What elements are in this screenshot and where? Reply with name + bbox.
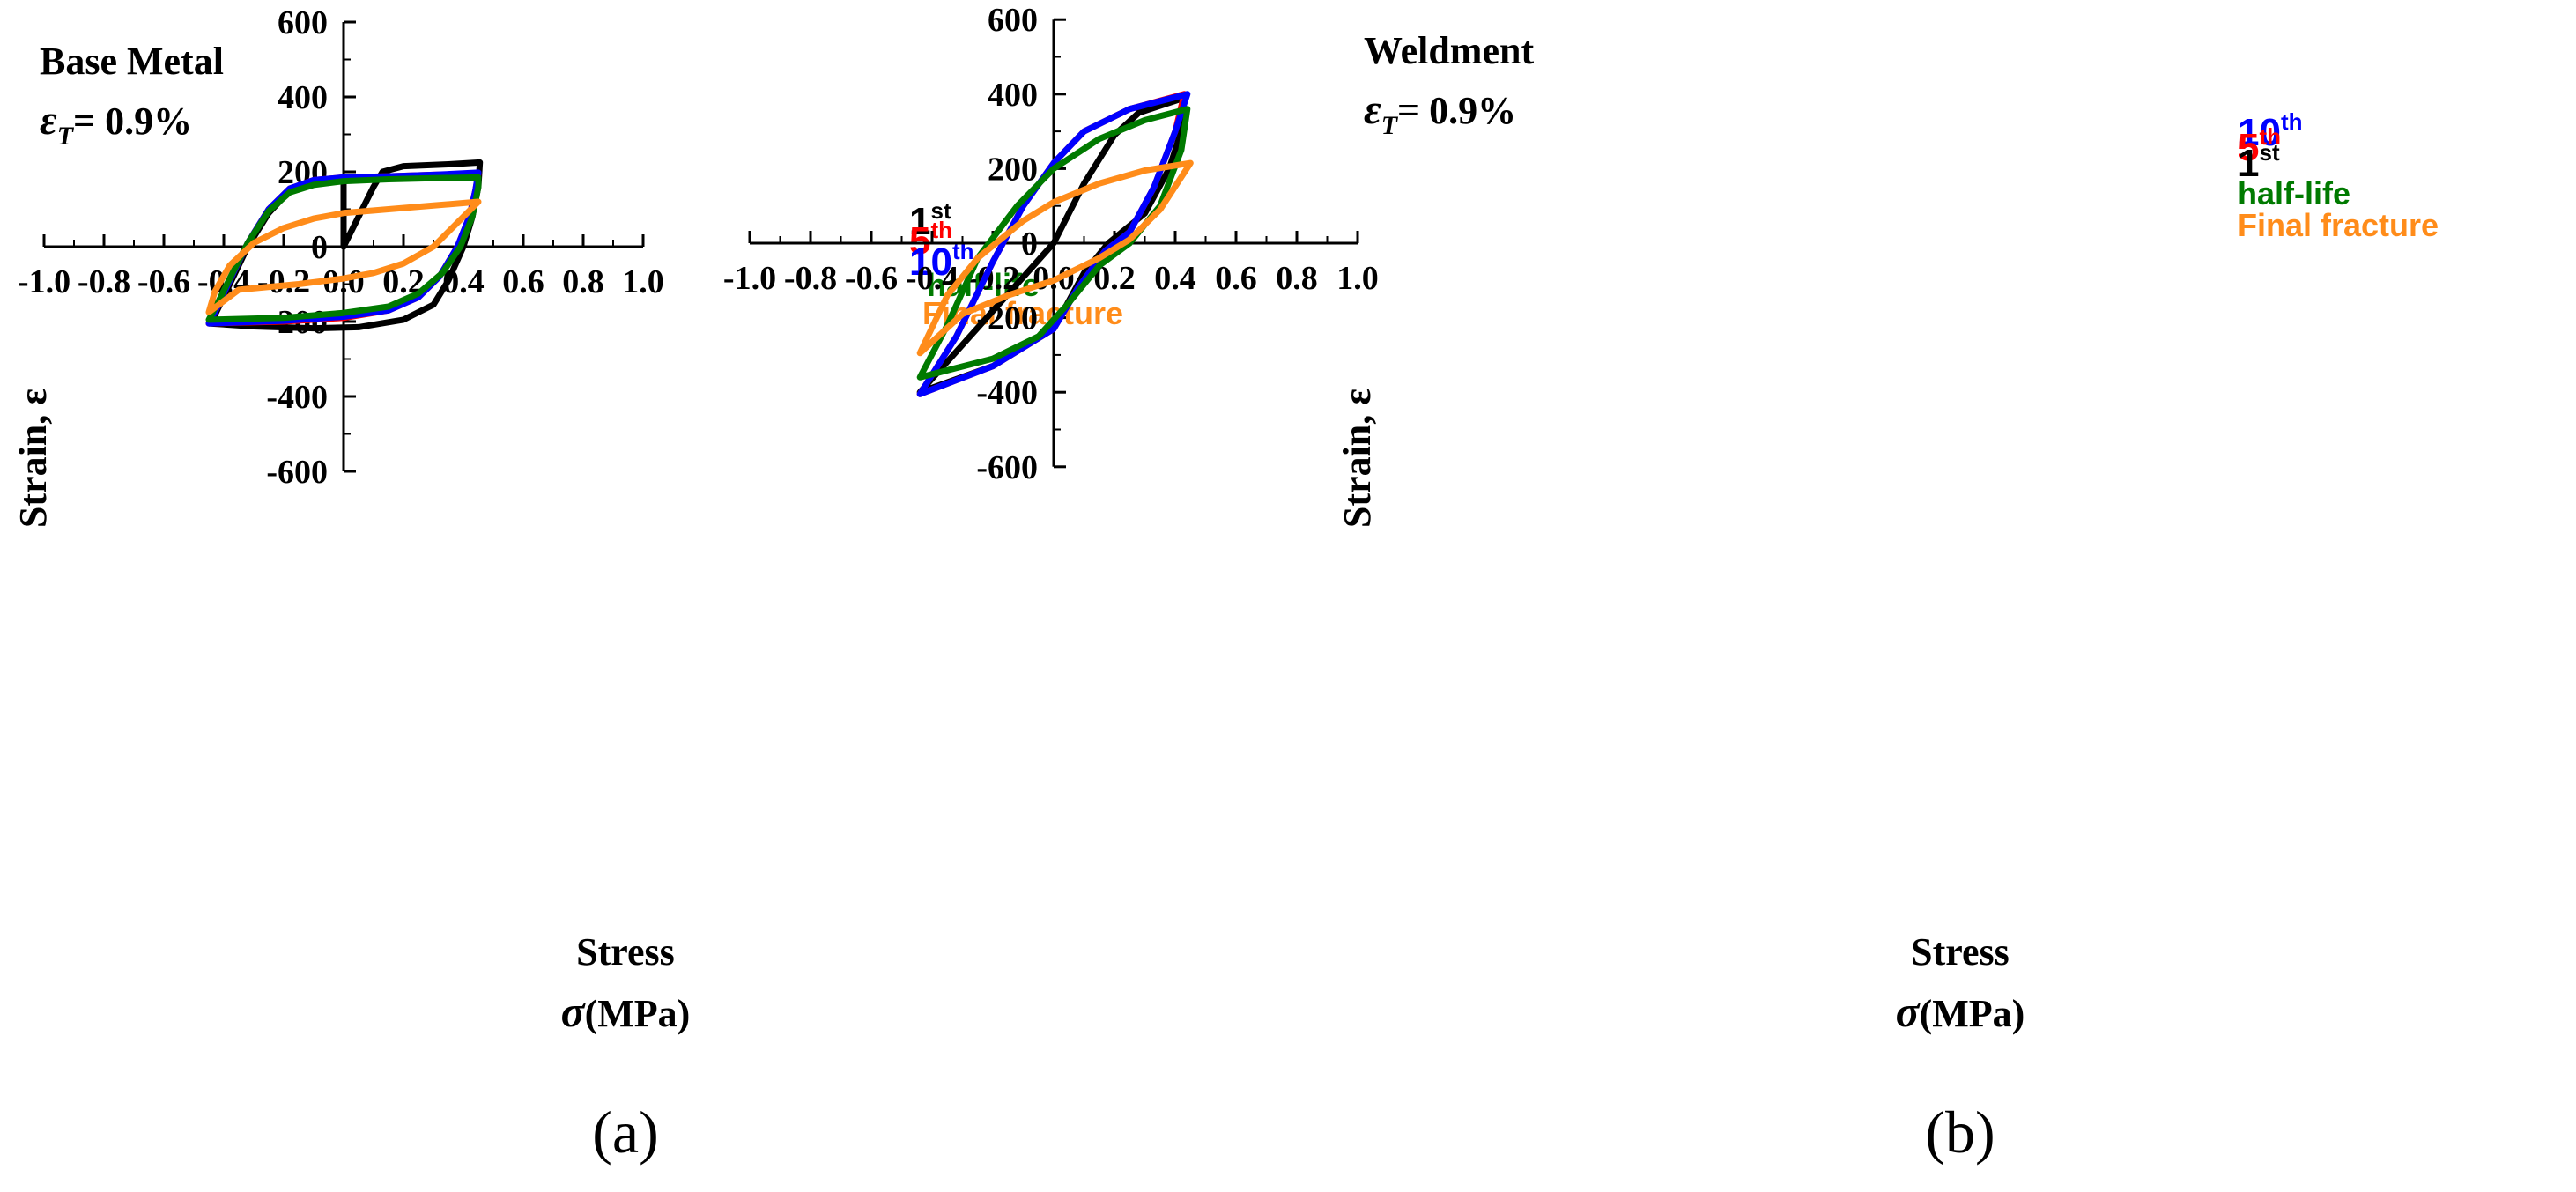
x-axis-symbol-a: σ <box>561 987 587 1036</box>
x-axis-unit-a: σ(MPa) <box>561 987 691 1036</box>
x-tick-label-a: -0.8 <box>78 263 130 300</box>
x-axis-label-a: Stress <box>576 930 675 974</box>
y-tick-label-a: -600 <box>266 454 328 491</box>
legend-label-1st-a: 1st <box>909 197 951 243</box>
legend-label-5th-b: 5th <box>2238 123 2281 169</box>
panel-title-b: Weldment <box>1364 29 1534 72</box>
x-tick-label-a: 1.0 <box>622 263 664 300</box>
panel-letter-a: (a) <box>592 1099 658 1166</box>
legend-label-half-life-b: half-life <box>2238 175 2350 211</box>
legend-label-final-fracture-b: Final fracture <box>2238 207 2439 243</box>
series-group-a <box>205 159 484 332</box>
x-axis-symbol-b: σ <box>1896 987 1921 1036</box>
x-tick-label-b: 0.6 <box>1215 260 1257 297</box>
y-tick-label-a: -400 <box>266 379 328 416</box>
x-tick-label-b: 0.8 <box>1276 260 1318 297</box>
x-tick-label-a: 0.8 <box>562 263 604 300</box>
x-tick-label-a: 0.6 <box>502 263 544 300</box>
strain-value-a: = 0.9% <box>73 100 192 143</box>
y-tick-label-b: 600 <box>988 2 1038 39</box>
strain-value-b: = 0.9% <box>1397 89 1516 132</box>
strain-symbol-b: ε <box>1364 86 1381 133</box>
panel-letter-b: (b) <box>1925 1099 1995 1166</box>
y-tick-label-a: 0 <box>311 229 328 266</box>
y-tick-label-a: 600 <box>278 4 328 41</box>
x-tick-label-a: -0.6 <box>137 263 190 300</box>
y-tick-label-b: 0 <box>1021 226 1038 263</box>
legend-label-5th-a: 5th <box>909 217 952 263</box>
chart-panel-b: -1.0 -0.8 -0.6 -0.4 -0.2 0.0 0.2 0.4 0.6 0.8 1.0-6… <box>723 2 2439 1166</box>
series-final-fracture-b <box>916 159 1194 357</box>
x-tick-label-b: -0.8 <box>784 260 837 297</box>
series-half-life-b <box>916 106 1191 381</box>
legend-label-10th-b: 10th <box>2238 108 2303 154</box>
x-tick-label-b: -1.0 <box>723 260 776 297</box>
strain-annotation-b: εT= 0.9% <box>1364 86 1516 140</box>
strain-annotation-a: εT= 0.9% <box>40 97 192 151</box>
y-tick-label-b: 200 <box>988 151 1038 188</box>
y-axis-label-b: Strain, ε <box>1336 389 1379 528</box>
series-group-b <box>916 91 1194 397</box>
x-axis-unit-text-b: (MPa) <box>1920 992 2025 1035</box>
series-final-fracture-a <box>205 198 482 315</box>
y-tick-label-b: -600 <box>976 449 1038 486</box>
x-tick-label-b: -0.6 <box>845 260 898 297</box>
x-axis-unit-text-a: (MPa) <box>585 992 691 1035</box>
y-axis-label-a: Strain, ε <box>11 389 55 528</box>
strain-symbol-a: ε <box>40 97 57 144</box>
x-axis-label-b: Stress <box>1911 930 2010 974</box>
legend-label-1st-b: 1st <box>2238 139 2280 185</box>
x-tick-label-a: -1.0 <box>18 263 70 300</box>
strain-subscript-a: T <box>57 122 75 151</box>
x-axis-unit-b: σ(MPa) <box>1896 987 2025 1036</box>
y-tick-label-a: 400 <box>278 79 328 116</box>
panel-title-a: Base Metal <box>40 40 224 83</box>
y-tick-label-b: 400 <box>988 77 1038 114</box>
strain-subscript-b: T <box>1381 111 1399 140</box>
y-tick-label-b: -400 <box>976 374 1038 411</box>
x-tick-label-b: 1.0 <box>1336 260 1379 297</box>
series-half-life-a <box>205 174 482 323</box>
x-tick-label-b: 0.4 <box>1154 260 1196 297</box>
chart-panel-a: -1.0 -0.8 -0.6 -0.4 -0.2 0.0 0.2 0.4 0.6 0.8 1.0-6… <box>11 4 1123 1166</box>
